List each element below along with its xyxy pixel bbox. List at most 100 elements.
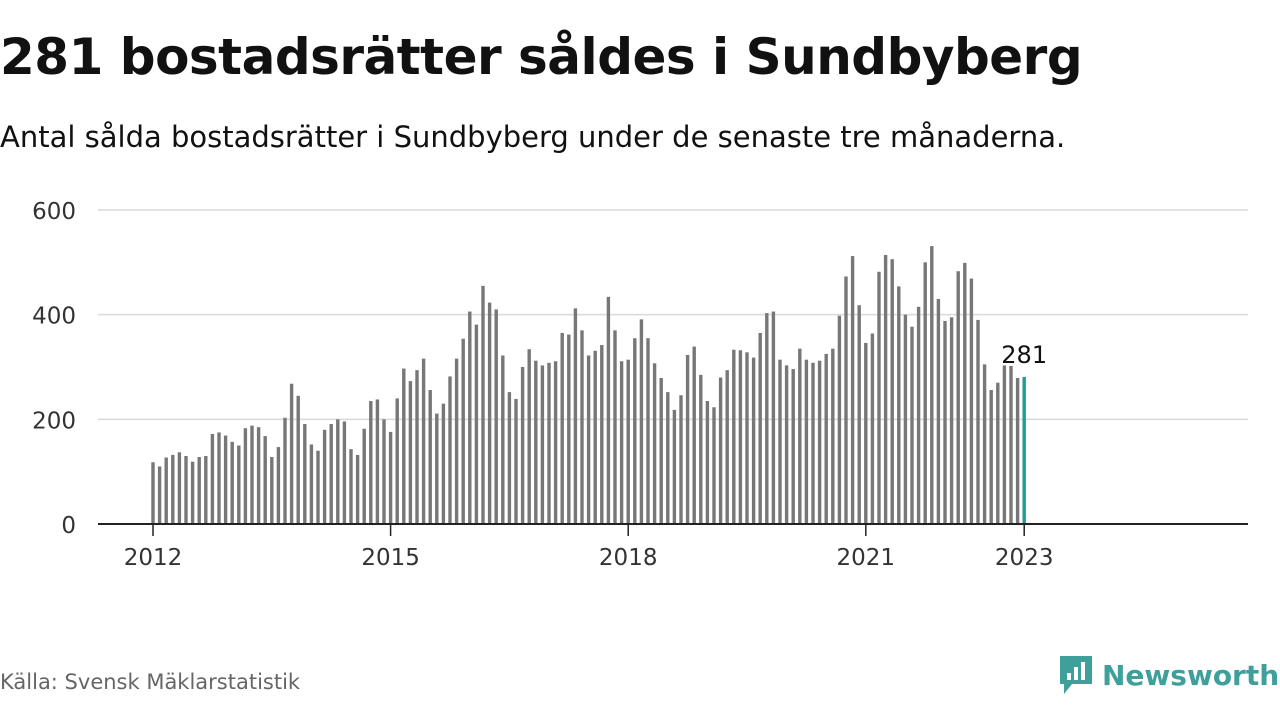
bar (844, 276, 848, 524)
x-tick-label: 2015 (361, 545, 420, 571)
y-axis-ticks: 0 200 400 600 (32, 199, 76, 539)
bar (527, 349, 531, 524)
bar (784, 365, 789, 524)
bar (494, 309, 498, 524)
bar (336, 419, 340, 524)
bar (303, 424, 307, 524)
bar (850, 256, 855, 524)
bar (468, 311, 472, 524)
bar (421, 358, 426, 524)
bar (230, 441, 234, 524)
bar (943, 320, 947, 524)
bar (705, 401, 710, 524)
bar (276, 447, 281, 524)
bar (1015, 377, 1020, 524)
bar (210, 433, 215, 524)
y-tick-label: 400 (32, 304, 76, 330)
bar (316, 450, 320, 524)
bar (1002, 365, 1007, 524)
bar (982, 364, 987, 524)
bar (817, 360, 822, 524)
bar (916, 306, 921, 524)
bar (956, 271, 960, 524)
bar (672, 409, 677, 524)
bar (745, 352, 749, 524)
source-note: Källa: Svensk Mäklarstatistik (0, 670, 301, 694)
bar (586, 355, 591, 524)
bar (712, 407, 716, 524)
bar (250, 425, 254, 524)
bar (831, 348, 835, 524)
bar (626, 359, 630, 524)
bar (461, 338, 465, 524)
x-axis-ticks: 2012 2015 2018 2021 2023 (124, 524, 1054, 571)
bar (481, 285, 485, 524)
bar (487, 302, 492, 524)
bar (309, 444, 314, 524)
bar (751, 357, 756, 524)
bar (725, 370, 729, 524)
bar (553, 361, 558, 524)
bar (699, 374, 703, 524)
last-value-label: 281 (1001, 341, 1047, 369)
bar (646, 338, 650, 524)
bar (811, 362, 815, 524)
bar (507, 392, 512, 524)
bar (685, 354, 690, 524)
bar (448, 376, 452, 524)
bar (454, 358, 459, 524)
bar (237, 445, 241, 524)
bar (1009, 365, 1013, 524)
x-tick-label: 2021 (837, 545, 896, 571)
bar-highlight (1022, 376, 1026, 524)
bar (903, 314, 908, 524)
bar (877, 271, 881, 524)
bar (534, 360, 538, 524)
bar (547, 362, 551, 524)
x-tick-label: 2023 (995, 545, 1054, 571)
bar (679, 395, 683, 524)
x-tick-label: 2018 (599, 545, 658, 571)
bar (692, 346, 696, 524)
bar (184, 455, 188, 524)
bar (560, 332, 564, 524)
bar (408, 381, 413, 524)
bar (520, 367, 525, 524)
bar (857, 305, 861, 524)
bar (910, 326, 914, 524)
bar (428, 390, 432, 524)
bar (375, 399, 380, 524)
bar (666, 392, 670, 524)
bar (501, 355, 505, 524)
y-tick-label: 0 (61, 513, 76, 539)
bar (580, 330, 584, 524)
bar (289, 383, 294, 524)
bar (606, 296, 611, 524)
bar (223, 435, 228, 524)
bar (243, 428, 248, 524)
bar (217, 432, 221, 524)
bar (639, 319, 644, 524)
bar (296, 395, 300, 524)
bar (514, 398, 518, 524)
bar (171, 454, 175, 524)
bar (996, 382, 1000, 524)
y-tick-label: 600 (32, 199, 76, 225)
y-tick-label: 200 (32, 408, 76, 434)
bar (177, 452, 182, 524)
bars (151, 246, 1026, 525)
bar (573, 308, 578, 524)
bar (369, 401, 373, 524)
bar (870, 333, 875, 524)
bar (567, 334, 571, 524)
bar (718, 377, 723, 524)
bar (382, 419, 386, 524)
bar (758, 332, 762, 524)
bar (474, 324, 479, 524)
bar (283, 417, 287, 524)
bar (883, 255, 888, 525)
bar (791, 369, 795, 524)
bar (613, 330, 617, 524)
bar (949, 317, 954, 524)
bar (963, 262, 967, 524)
